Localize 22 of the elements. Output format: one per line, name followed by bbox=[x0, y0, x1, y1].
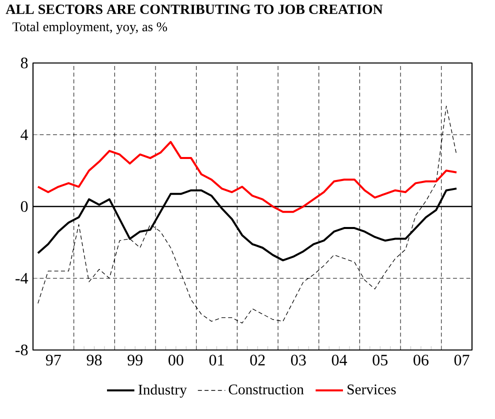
y-tick-label: -8 bbox=[16, 344, 28, 356]
x-tick-label: 98 bbox=[86, 354, 102, 366]
y-tick-label: 4 bbox=[20, 129, 28, 140]
chart-title: ALL SECTORS ARE CONTRIBUTING TO JOB CREATION bbox=[6, 4, 383, 14]
chart-subtitle: Total employment, yoy, as % bbox=[12, 22, 168, 34]
x-tick-label: 99 bbox=[128, 354, 142, 366]
x-tick-label: 05 bbox=[372, 354, 388, 366]
x-tick-label: 97 bbox=[46, 354, 61, 366]
legend-label: Services bbox=[348, 384, 396, 394]
y-tick-label: 8 bbox=[20, 58, 28, 68]
x-tick-label: 04 bbox=[332, 354, 348, 366]
legend-label: Construction bbox=[228, 384, 304, 394]
x-tick-label: 06 bbox=[414, 354, 428, 366]
x-tick-label: 02 bbox=[250, 354, 265, 366]
x-tick-label: 00 bbox=[168, 354, 184, 366]
x-tick-label: 03 bbox=[291, 354, 306, 366]
line-series bbox=[36, 140, 458, 213]
x-tick-label: 07 bbox=[454, 354, 470, 366]
x-tick-label: 01 bbox=[209, 354, 224, 366]
legend-label: Industry bbox=[138, 384, 187, 398]
y-tick-label: 0 bbox=[20, 201, 28, 212]
y-tick-label: -4 bbox=[16, 272, 28, 284]
